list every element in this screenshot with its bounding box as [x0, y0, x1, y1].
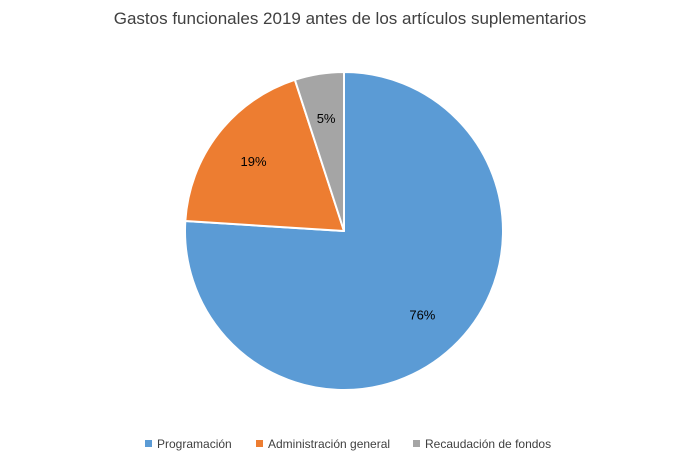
chart-title: Gastos funcionales 2019 antes de los art…: [114, 9, 587, 28]
legend-swatch-programacion: [145, 440, 152, 447]
data-label-administracion-general: 19%: [241, 154, 267, 169]
pie-slices: [184, 71, 504, 391]
pie-slice-administracion-general: [184, 78, 345, 232]
legend: Programación Administración general Reca…: [145, 437, 551, 451]
pie-data-labels: 76% 19% 5%: [241, 111, 436, 323]
data-label-recaudacion-de-fondos: 5%: [317, 111, 336, 126]
legend-swatch-administracion-general: [256, 440, 263, 447]
legend-label-recaudacion-de-fondos: Recaudación de fondos: [425, 437, 551, 451]
data-label-programacion: 76%: [409, 307, 435, 322]
legend-label-administracion-general: Administración general: [268, 437, 390, 451]
legend-swatch-recaudacion-de-fondos: [413, 440, 420, 447]
legend-label-programacion: Programación: [157, 437, 232, 451]
pie-slice-recaudacion-de-fondos: [293, 71, 345, 232]
